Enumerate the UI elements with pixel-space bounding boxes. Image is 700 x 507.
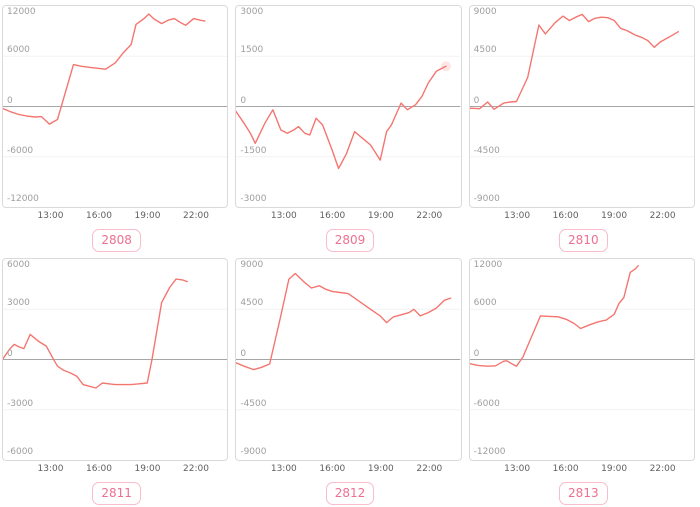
x-axis-labels: 13:00 16:00 19:00 22:00 [2, 210, 228, 223]
x-tick-label: 13:00 [37, 211, 64, 221]
x-axis-labels: 13:00 16:00 19:00 22:00 [469, 463, 695, 476]
badge-row: 2810 [467, 229, 700, 252]
chart-plot-area[interactable]: 3000 1500 0 -1500 -3000 [235, 5, 462, 208]
line-chart-svg [469, 264, 694, 411]
chart-badge-link[interactable]: 2808 [92, 229, 141, 252]
x-tick-label: 22:00 [183, 211, 209, 221]
x-tick-label: 19:00 [601, 211, 628, 221]
x-tick-label: 22:00 [649, 211, 676, 221]
x-tick-label: 16:00 [86, 464, 112, 474]
badge-row: 2808 [0, 229, 233, 252]
series-line [3, 13, 206, 125]
x-tick-label: 19:00 [134, 464, 161, 474]
x-tick-label: 13:00 [270, 464, 297, 474]
x-tick-label: 16:00 [552, 211, 579, 221]
series-line [236, 65, 447, 170]
line-chart-svg [3, 13, 228, 158]
x-tick-label: 19:00 [601, 464, 628, 474]
x-tick-label: 16:00 [86, 211, 112, 221]
chart-badge-link[interactable]: 2810 [559, 229, 608, 252]
line-chart-svg [236, 272, 461, 411]
x-tick-label: 19:00 [367, 464, 394, 474]
chart-plot-area[interactable]: 12000 6000 0 -6000 -12000 [468, 258, 695, 461]
x-tick-label: 22:00 [649, 464, 676, 474]
x-tick-label: 16:00 [552, 464, 579, 474]
x-tick-label: 16:00 [319, 464, 346, 474]
x-tick-label: 13:00 [270, 211, 297, 221]
chart-tile: 9000 4500 0 -4500 -9000 13:00 16:00 19:00 22:00… [233, 253, 466, 506]
chart-badge-link[interactable]: 2813 [559, 482, 608, 505]
chart-badge-link[interactable]: 2812 [325, 482, 375, 505]
badge-row: 2812 [233, 482, 466, 505]
line-chart-svg [3, 278, 228, 411]
chart-tile: 12000 6000 0 -6000 -12000 13:00 16:00 19:00 22:… [467, 253, 700, 506]
chart-plot-area[interactable]: 9000 4500 0 -4500 -9000 [235, 258, 462, 461]
x-tick-label: 22:00 [416, 464, 443, 474]
x-tick-label: 22:00 [183, 464, 209, 474]
chart-tile: 6000 3000 0 -3000 -6000 13:00 16:00 19:00 22:00… [0, 253, 233, 506]
chart-badge-link[interactable]: 2811 [92, 482, 141, 505]
x-tick-label: 19:00 [367, 211, 394, 221]
x-tick-label: 16:00 [319, 211, 346, 221]
chart-plot-area[interactable]: 9000 4500 0 -4500 -9000 [468, 5, 695, 208]
series-line [236, 272, 452, 371]
chart-tile: 3000 1500 0 -1500 -3000 13:00 16:00 19:00 22:00… [233, 0, 466, 253]
x-tick-label: 13:00 [504, 464, 531, 474]
series-line [469, 13, 679, 111]
chart-plot-area[interactable]: 6000 3000 0 -3000 -6000 [2, 258, 229, 461]
badge-row: 2813 [467, 482, 700, 505]
series-line [469, 264, 639, 367]
x-tick-label: 22:00 [416, 211, 443, 221]
x-tick-label: 19:00 [134, 211, 161, 221]
chart-tile: 9000 4500 0 -4500 -9000 13:00 16:00 19:00 22:00… [467, 0, 700, 253]
badge-row: 2811 [0, 482, 233, 505]
x-axis-labels: 13:00 16:00 19:00 22:00 [235, 463, 461, 476]
line-chart-svg [469, 13, 694, 158]
chart-plot-area[interactable]: 12000 6000 0 -6000 -12000 [2, 5, 229, 208]
line-chart-svg [236, 55, 461, 170]
x-axis-labels: 13:00 16:00 19:00 22:00 [235, 210, 461, 223]
chart-badge-link[interactable]: 2809 [325, 229, 375, 252]
endpoint-highlight-marker [441, 61, 452, 72]
x-axis-labels: 13:00 16:00 19:00 22:00 [2, 463, 228, 476]
x-tick-label: 13:00 [504, 211, 531, 221]
badge-row: 2809 [233, 229, 466, 252]
x-axis-labels: 13:00 16:00 19:00 22:00 [469, 210, 695, 223]
chart-tile: 12000 6000 0 -6000 -12000 13:00 16:00 19:00 22:… [0, 0, 233, 253]
x-tick-label: 13:00 [37, 464, 64, 474]
series-line [3, 278, 188, 389]
